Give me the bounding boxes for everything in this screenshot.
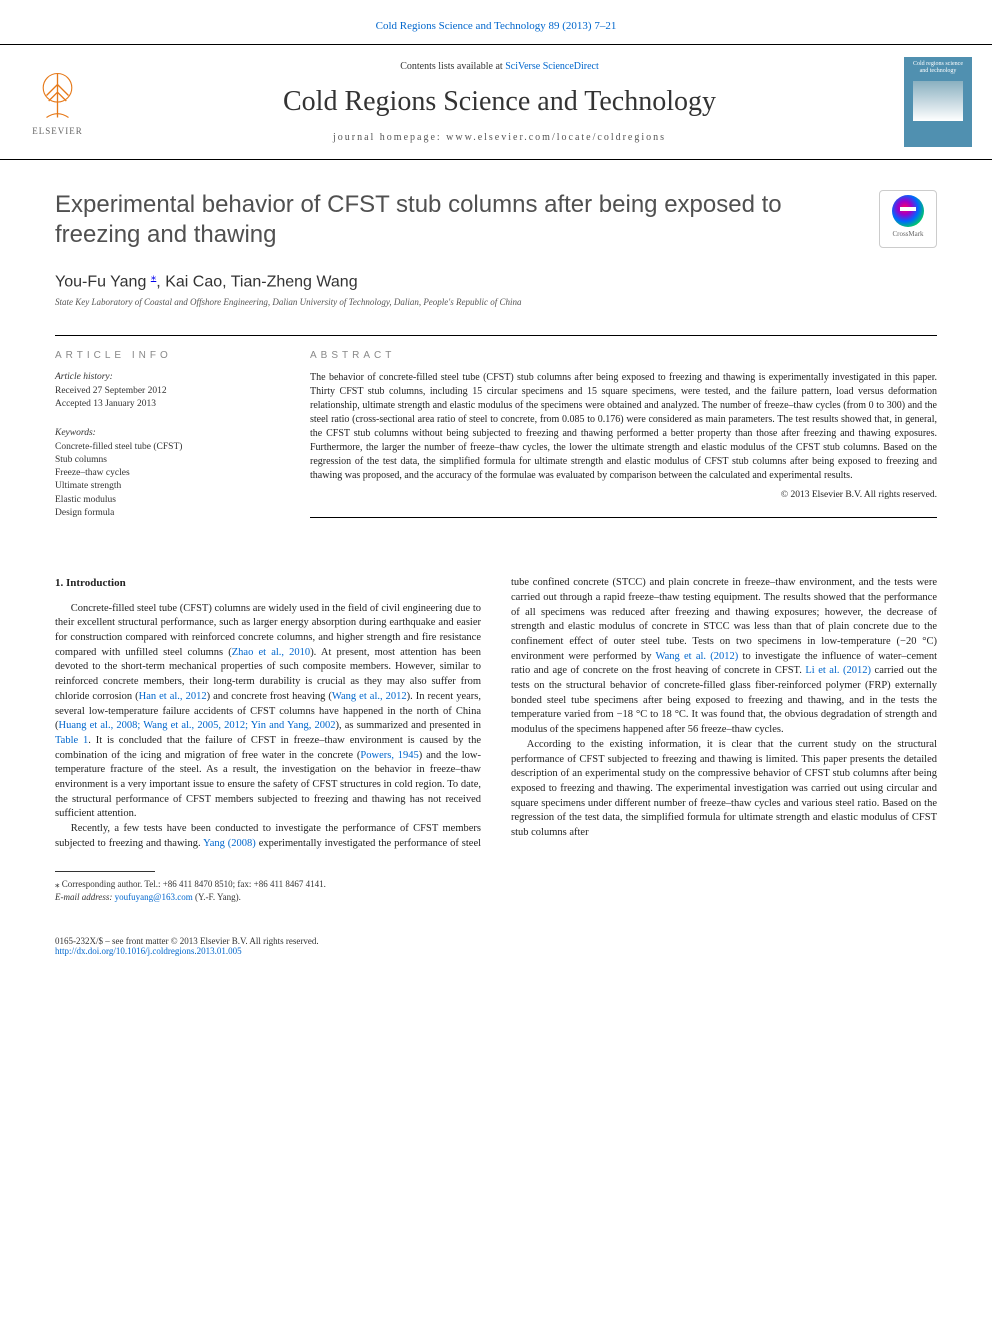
sciencedirect-link[interactable]: SciVerse ScienceDirect (505, 61, 599, 72)
journal-cover-thumbnail: Cold regions science and technology (904, 57, 972, 147)
abstract-copyright: © 2013 Elsevier B.V. All rights reserved… (310, 489, 937, 502)
abstract-heading: ABSTRACT (310, 350, 937, 361)
article-history-block: Article history: Received 27 September 2… (55, 371, 275, 411)
section-heading-intro: 1. Introduction (55, 576, 481, 591)
citation-link[interactable]: Cold Regions Science and Technology 89 (… (376, 20, 617, 32)
corr-line: ⁎ Corresponding author. Tel.: +86 411 84… (55, 879, 326, 889)
keywords-label: Keywords: (55, 427, 275, 440)
citation-link[interactable]: Li et al. (2012) (805, 665, 871, 676)
info-abstract-row: ARTICLE INFO Article history: Received 2… (55, 335, 937, 536)
body-paragraph: According to the existing information, i… (511, 738, 937, 841)
email-who: (Y.-F. Yang). (195, 892, 241, 902)
keyword: Stub columns (55, 455, 107, 465)
keyword: Ultimate strength (55, 481, 121, 491)
authors-rest: , Kai Cao, Tian-Zheng Wang (156, 273, 357, 290)
article-title: Experimental behavior of CFST stub colum… (55, 190, 864, 250)
keyword: Concrete-filled steel tube (CFST) (55, 442, 182, 452)
citation-link[interactable]: Wang et al., 2012 (332, 691, 407, 702)
article-main: Experimental behavior of CFST stub colum… (0, 160, 992, 924)
journal-homepage: journal homepage: www.elsevier.com/locat… (115, 132, 884, 143)
crossmark-icon (892, 195, 924, 227)
body-text-run: ) and concrete frost heaving ( (207, 691, 332, 702)
elsevier-label: ELSEVIER (32, 126, 83, 136)
crossmark-label: CrossMark (892, 230, 923, 238)
abstract-body: The behavior of concrete-filled steel tu… (310, 372, 937, 481)
author-primary: You-Fu Yang (55, 273, 146, 290)
abstract-text: The behavior of concrete-filled steel tu… (310, 371, 937, 517)
journal-header-center: Contents lists available at SciVerse Sci… (115, 61, 884, 143)
keywords-block: Keywords: Concrete-filled steel tube (CF… (55, 427, 275, 520)
citation-link[interactable]: Huang et al., 2008; Wang et al., 2005, 2… (59, 720, 336, 731)
table-ref-link[interactable]: Table 1 (55, 735, 88, 746)
affiliation: State Key Laboratory of Coastal and Offs… (55, 297, 937, 307)
citation-link[interactable]: Powers, 1945 (360, 750, 418, 761)
elsevier-logo: ELSEVIER (20, 60, 95, 145)
received-date: Received 27 September 2012 (55, 386, 167, 396)
citation-header: Cold Regions Science and Technology 89 (… (0, 0, 992, 44)
citation-link[interactable]: Wang et al. (2012) (656, 651, 739, 662)
crossmark-badge[interactable]: CrossMark (879, 190, 937, 248)
body-text-run: ), as summarized and presented in (335, 720, 481, 731)
citation-link[interactable]: Zhao et al., 2010 (232, 647, 310, 658)
cover-title: Cold regions science and technology (908, 61, 968, 75)
journal-name: Cold Regions Science and Technology (115, 86, 884, 118)
citation-link[interactable]: Han et al., 2012 (139, 691, 207, 702)
citation-link[interactable]: Yang (2008) (203, 838, 256, 849)
keyword: Freeze–thaw cycles (55, 468, 130, 478)
body-text-run: According to the existing information, i… (511, 739, 937, 838)
keyword: Elastic modulus (55, 495, 116, 505)
title-row: Experimental behavior of CFST stub colum… (55, 190, 937, 250)
body-text: 1. Introduction Concrete-filled steel tu… (55, 576, 937, 851)
body-paragraph: Concrete-filled steel tube (CFST) column… (55, 602, 481, 822)
corresponding-note: ⁎ Corresponding author. Tel.: +86 411 84… (55, 878, 937, 903)
article-info-heading: ARTICLE INFO (55, 350, 275, 361)
issn-line: 0165-232X/$ – see front matter © 2013 El… (55, 936, 319, 946)
cover-image (913, 81, 963, 121)
email-label: E-mail address: (55, 892, 112, 902)
homepage-prefix: journal homepage: (333, 132, 446, 143)
history-label: Article history: (55, 371, 275, 384)
email-link[interactable]: youfuyang@163.com (115, 892, 193, 902)
footnote-rule (55, 871, 155, 872)
doi-link[interactable]: http://dx.doi.org/10.1016/j.coldregions.… (55, 946, 242, 956)
bottom-bar: 0165-232X/$ – see front matter © 2013 El… (55, 936, 937, 956)
abstract-column: ABSTRACT The behavior of concrete-filled… (310, 335, 937, 536)
accepted-date: Accepted 13 January 2013 (55, 399, 156, 409)
contents-prefix: Contents lists available at (400, 61, 505, 72)
contents-line: Contents lists available at SciVerse Sci… (115, 61, 884, 72)
elsevier-tree-icon (30, 68, 85, 123)
authors: You-Fu Yang ⁎, Kai Cao, Tian-Zheng Wang (55, 270, 937, 291)
homepage-url: www.elsevier.com/locate/coldregions (446, 132, 666, 143)
keyword: Design formula (55, 508, 114, 518)
article-info-column: ARTICLE INFO Article history: Received 2… (55, 335, 275, 536)
journal-header: ELSEVIER Contents lists available at Sci… (0, 44, 992, 160)
